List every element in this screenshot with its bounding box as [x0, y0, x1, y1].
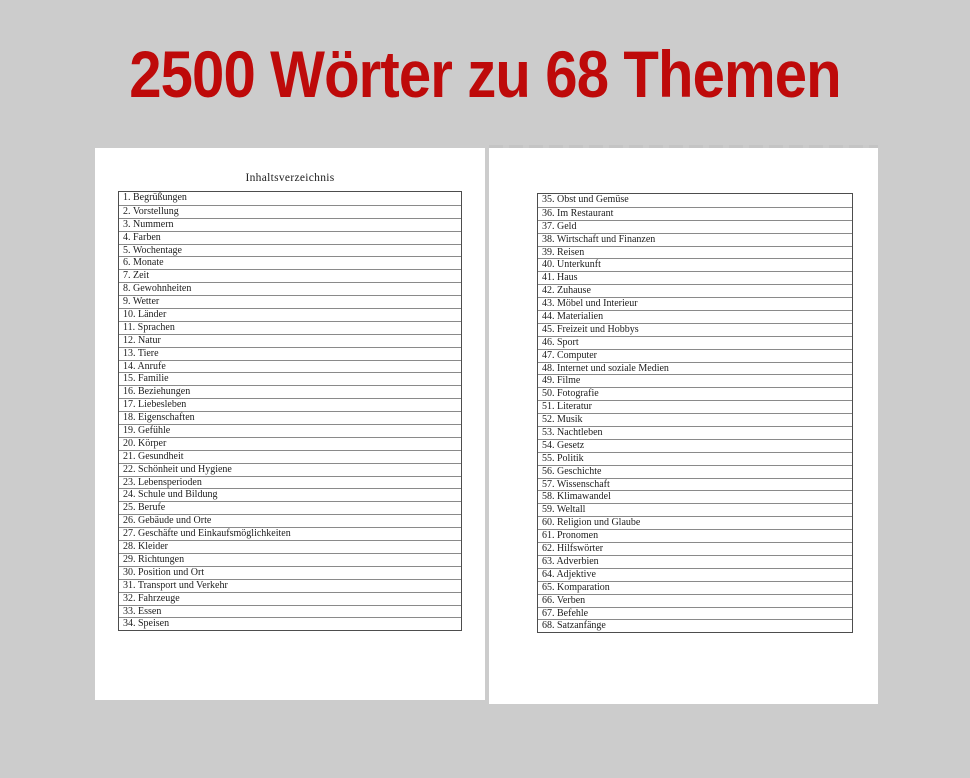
- scan-edge-artifact: [489, 145, 878, 149]
- toc-row: 57. Wissenschaft: [538, 477, 852, 491]
- toc-row: 50. Fotografie: [538, 387, 852, 400]
- toc-row: 66. Verben: [538, 593, 852, 607]
- toc-row: 55. Politik: [538, 451, 852, 465]
- toc-row: 28. Kleider: [119, 540, 461, 553]
- toc-row: 30. Position und Ort: [119, 565, 461, 579]
- document-page-right: 35. Obst und Gemüse 36. Im Restaurant 37. …: [489, 148, 878, 704]
- toc-row: 11. Sprachen: [119, 320, 461, 334]
- toc-row: 20. Körper: [119, 436, 461, 450]
- toc-row: 21. Gesundheit: [119, 449, 461, 463]
- document-page-left: Inhaltsverzeichnis 1. Begrüßungen 2. Vors…: [95, 148, 485, 700]
- toc-row: 6. Monate: [119, 256, 461, 269]
- toc-row: 52. Musik: [538, 413, 852, 426]
- toc-row: 65. Komparation: [538, 580, 852, 594]
- toc-row: 46. Sport: [538, 335, 852, 349]
- toc-row: 37. Geld: [538, 219, 852, 233]
- toc-row: 33. Essen: [119, 604, 461, 618]
- toc-row: 49. Filme: [538, 374, 852, 387]
- toc-row: 25. Berufe: [119, 501, 461, 514]
- toc-row: 26. Gebäude und Orte: [119, 514, 461, 527]
- toc-row: 10. Länder: [119, 308, 461, 321]
- toc-row: 19. Gefühle: [119, 424, 461, 437]
- toc-row: 8. Gewohnheiten: [119, 282, 461, 295]
- toc-row: 64. Adjektive: [538, 567, 852, 581]
- toc-row: 12. Natur: [119, 333, 461, 347]
- toc-row: 3. Nummern: [119, 217, 461, 231]
- toc-row: 17. Liebesleben: [119, 398, 461, 411]
- toc-table-left: 1. Begrüßungen 2. Vorstellung 3. Nummern 4.…: [118, 191, 462, 632]
- toc-heading: Inhaltsverzeichnis: [245, 172, 335, 184]
- toc-row: 45. Freizeit und Hobbys: [538, 322, 852, 336]
- toc-row: 39. Reisen: [538, 245, 852, 259]
- banner-title: 2500 Wörter zu 68 Themen: [129, 37, 841, 111]
- toc-row: 27. Geschäfte und Einkaufsmöglichkeiten: [119, 527, 461, 540]
- toc-row: 23. Lebensperioden: [119, 475, 461, 489]
- toc-row: 67. Befehle: [538, 606, 852, 620]
- toc-row: 9. Wetter: [119, 295, 461, 308]
- toc-row: 60. Religion und Glaube: [538, 516, 852, 529]
- toc-row: 5. Wochentage: [119, 243, 461, 257]
- toc-row: 51. Literatur: [538, 400, 852, 413]
- toc-row: 68. Satzanfänge: [538, 619, 852, 632]
- toc-row: 54. Gesetz: [538, 438, 852, 452]
- toc-row: 29. Richtungen: [119, 552, 461, 566]
- toc-row: 61. Pronomen: [538, 529, 852, 542]
- toc-row: 15. Familie: [119, 372, 461, 385]
- toc-row: 32. Fahrzeuge: [119, 591, 461, 605]
- toc-row: 4. Farben: [119, 230, 461, 244]
- toc-row: 13. Tiere: [119, 346, 461, 360]
- toc-row: 40. Unterkunft: [538, 258, 852, 271]
- toc-row: 42. Zuhause: [538, 284, 852, 297]
- toc-row: 31. Transport und Verkehr: [119, 578, 461, 592]
- toc-row: 44. Materialien: [538, 310, 852, 323]
- toc-row: 56. Geschichte: [538, 464, 852, 478]
- toc-row: 35. Obst und Gemüse: [542, 194, 629, 205]
- toc-row: 36. Im Restaurant: [538, 206, 852, 220]
- toc-row: 59. Weltall: [538, 503, 852, 516]
- toc-row: 1. Begrüßungen: [123, 192, 187, 203]
- toc-row: 7. Zeit: [119, 269, 461, 282]
- toc-row: 62. Hilfswörter: [538, 542, 852, 555]
- toc-row: 63. Adverbien: [538, 554, 852, 568]
- toc-row: 2. Vorstellung: [119, 204, 461, 218]
- toc-row: 43. Möbel und Interieur: [538, 297, 852, 310]
- toc-row: 53. Nachtleben: [538, 426, 852, 439]
- toc-row: 22. Schönheit und Hygiene: [119, 462, 461, 476]
- toc-row: 48. Internet und soziale Medien: [538, 361, 852, 375]
- toc-row: 58. Klimawandel: [538, 490, 852, 503]
- toc-row: 16. Beziehungen: [119, 385, 461, 398]
- toc-row: 18. Eigenschaften: [119, 411, 461, 424]
- toc-row: 14. Anrufe: [119, 359, 461, 373]
- toc-table-right: 35. Obst und Gemüse 36. Im Restaurant 37. …: [537, 193, 853, 634]
- toc-row: 47. Computer: [538, 348, 852, 362]
- toc-row: 24. Schule und Bildung: [119, 488, 461, 501]
- toc-row: 41. Haus: [538, 271, 852, 284]
- toc-row: 38. Wirtschaft und Finanzen: [538, 232, 852, 246]
- toc-row: 34. Speisen: [119, 617, 461, 630]
- document-spread: Inhaltsverzeichnis 1. Begrüßungen 2. Vors…: [95, 148, 878, 704]
